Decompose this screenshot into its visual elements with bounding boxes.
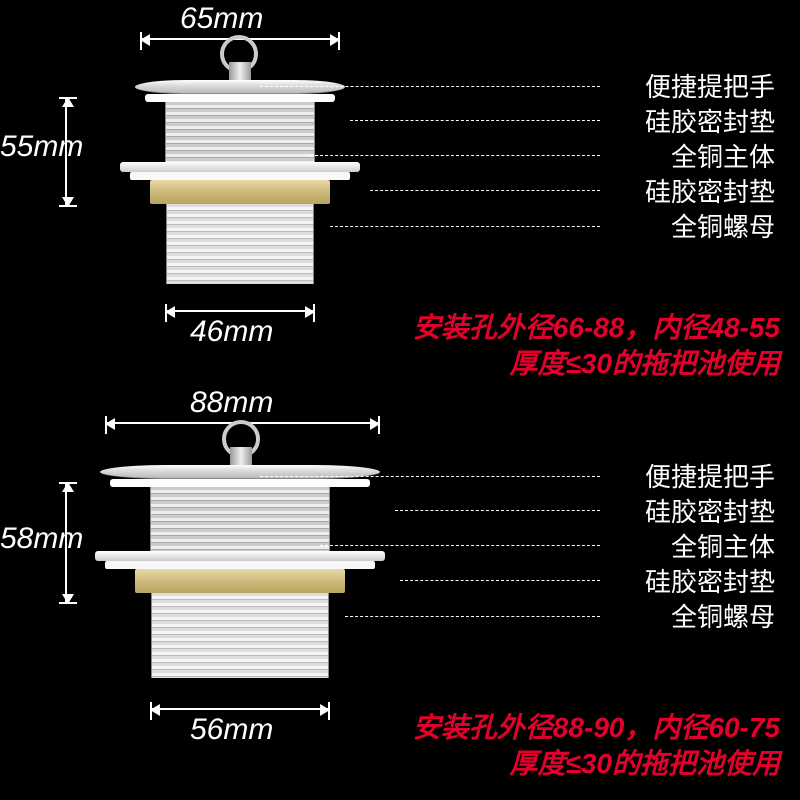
callout-leader xyxy=(260,86,600,87)
dim-bottom-label: 46mm xyxy=(190,315,273,349)
callout-label: 硅胶密封垫 xyxy=(645,495,775,530)
callout-leader xyxy=(320,545,600,546)
callout-label: 硅胶密封垫 xyxy=(645,565,775,600)
dim-top-label: 65mm xyxy=(180,2,263,36)
callout-label: 便捷提把手 xyxy=(645,70,775,105)
note-line: 安装孔外径88-90，内径60-75 xyxy=(413,710,780,746)
dim-height-label: 55mm xyxy=(0,130,83,164)
dim-height-label: 58mm xyxy=(0,522,83,556)
callout-leader xyxy=(260,476,600,477)
dim-top-label: 88mm xyxy=(190,386,273,420)
callout-label: 便捷提把手 xyxy=(645,460,775,495)
product-panel-1: 65mm 55mm 46mm 便捷提把手硅胶密封垫全铜主体硅胶密封垫全铜螺母 安… xyxy=(0,10,800,390)
dim-bottom-line xyxy=(165,310,315,312)
callout-label: 硅胶密封垫 xyxy=(645,105,775,140)
callout-label: 全铜主体 xyxy=(645,140,775,175)
callout-leader xyxy=(310,155,600,156)
note-line: 安装孔外径66-88，内径48-55 xyxy=(413,310,780,346)
install-note: 安装孔外径88-90，内径60-75厚度≤30的拖把池使用 xyxy=(413,710,780,783)
callout-label: 硅胶密封垫 xyxy=(645,175,775,210)
dim-bottom-line xyxy=(150,708,330,710)
note-line: 厚度≤30的拖把池使用 xyxy=(413,346,780,382)
callout-label: 全铜螺母 xyxy=(645,600,775,635)
callout-label: 全铜螺母 xyxy=(645,210,775,245)
callout-leader xyxy=(395,510,600,511)
callout-leader xyxy=(350,120,600,121)
callout-list: 便捷提把手硅胶密封垫全铜主体硅胶密封垫全铜螺母 xyxy=(645,460,775,635)
callout-leader xyxy=(400,580,600,581)
callout-leader xyxy=(345,616,600,617)
product-panel-2: 88mm 58mm 56mm 便捷提把手硅胶密封垫全铜主体硅胶密封垫全铜螺母 安… xyxy=(0,400,800,780)
callout-leader xyxy=(370,190,600,191)
callout-leader xyxy=(330,226,600,227)
callout-list: 便捷提把手硅胶密封垫全铜主体硅胶密封垫全铜螺母 xyxy=(645,70,775,245)
dim-bottom-label: 56mm xyxy=(190,713,273,747)
install-note: 安装孔外径66-88，内径48-55厚度≤30的拖把池使用 xyxy=(413,310,780,383)
note-line: 厚度≤30的拖把池使用 xyxy=(413,746,780,782)
callout-label: 全铜主体 xyxy=(645,530,775,565)
